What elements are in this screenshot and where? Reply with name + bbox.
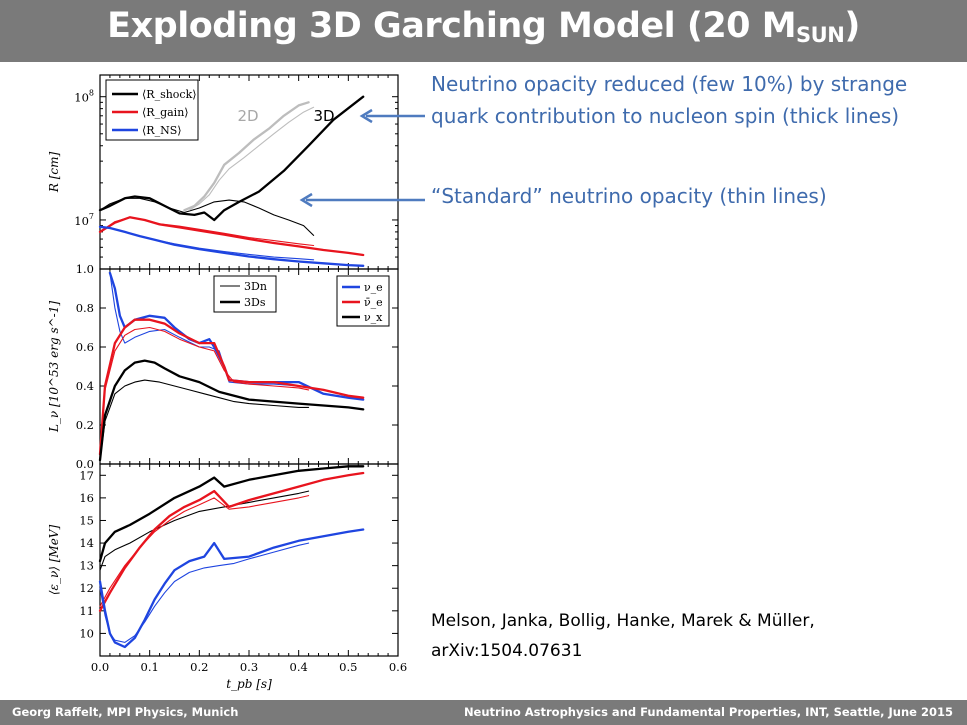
y-tick-label: 15 xyxy=(79,513,94,527)
x-tick-label: 0.1 xyxy=(141,660,159,674)
series-line-black-thick xyxy=(98,465,365,563)
x-tick-label: 0.0 xyxy=(91,660,109,674)
y-tick-label: 108 xyxy=(74,89,94,105)
legend-label: 3Ds xyxy=(244,296,266,309)
y-tick-label: 14 xyxy=(79,536,94,550)
x-tick-label: 0.5 xyxy=(339,660,357,674)
panel-luminosity: 0.0 0.2 0.4 0.6 0.8 1.0 L_ν [10^53 erg s^-1] 3D… xyxy=(47,262,399,471)
series-line-blue-thin xyxy=(99,542,310,643)
panel-mean_energy: 10 11 12 13 14 15 16 17 0.0 0.1 0.2 0.3 0.4 0.5 0.6 ⟨ε_… xyxy=(47,463,407,691)
y-tick-label: 0.8 xyxy=(76,301,94,315)
legend-label: ν̄_e xyxy=(364,296,383,309)
title-close: ) xyxy=(844,6,860,46)
label-3d: 3D xyxy=(313,107,334,125)
y-tick-label: 0.0 xyxy=(76,457,94,471)
series-line-black-thick xyxy=(98,359,365,462)
legend-label: ν_x xyxy=(364,311,383,324)
y-tick-label: 13 xyxy=(79,559,94,573)
series-line-blue-thin xyxy=(109,272,310,389)
series-line-black-thin xyxy=(99,379,310,461)
series-line-gray-thin xyxy=(188,106,315,211)
legend-flavors: ν_e ν̄_e ν_x xyxy=(336,275,390,327)
legend-radii: ⟨R_shock⟩ ⟨R_gain⟩ ⟨R_NS⟩ xyxy=(105,79,199,141)
x-tick-label: 0.6 xyxy=(389,660,407,674)
x-tick-label: 0.2 xyxy=(190,660,208,674)
panel-frame xyxy=(99,463,399,657)
x-tick-label: 0.3 xyxy=(240,660,258,674)
y-axis-label: ⟨ε_ν⟩ [MeV] xyxy=(47,525,61,596)
y-tick-label: 1.0 xyxy=(76,262,94,276)
series-line-black-thin xyxy=(99,197,315,236)
panel-radii: 107 108 R [cm] ⟨R_shock⟩ ⟨R_gain⟩ ⟨R_NS⟩ 2D 3D xyxy=(47,74,399,270)
legend-label: ⟨R_shock⟩ xyxy=(142,88,197,101)
y-axis-label: R [cm] xyxy=(47,152,61,194)
series-line-red-thin xyxy=(99,326,310,455)
title-bar xyxy=(0,0,967,62)
series-line-red-thick xyxy=(98,471,365,612)
annotation-thick-lines: Neutrino opacity reduced (few 10%) by st… xyxy=(431,72,908,128)
citation-line-2: arXiv:1504.07631 xyxy=(431,641,583,661)
y-tick-label: 17 xyxy=(79,468,94,482)
series-line-blue-thin xyxy=(99,226,315,261)
y-tick-label: 16 xyxy=(79,491,94,505)
x-tick-label: 0.4 xyxy=(290,660,308,674)
series-line-red-thin xyxy=(99,216,315,247)
y-tick-label: 107 xyxy=(74,212,94,228)
footer-event: Neutrino Astrophysics and Fundamental Pr… xyxy=(463,705,953,719)
citation-line-1: Melson, Janka, Bollig, Hanke, Marek & Mü… xyxy=(431,611,815,631)
y-tick-label: 0.6 xyxy=(76,340,94,354)
legend-label: ⟨R_gain⟩ xyxy=(142,106,189,119)
annotation-thin-lines: “Standard” neutrino opacity (thin lines) xyxy=(431,184,827,208)
series-line-blue-thick xyxy=(98,528,365,649)
y-tick-label: 11 xyxy=(79,604,94,618)
series-line-red-thin xyxy=(99,495,310,607)
garching-model-chart: 107 108 R [cm] ⟨R_shock⟩ ⟨R_gain⟩ ⟨R_NS⟩ 2D 3D 0… xyxy=(47,74,407,691)
legend-label: ν_e xyxy=(364,281,383,294)
legend-label: ⟨R_NS⟩ xyxy=(142,124,182,137)
series-line-black-thick xyxy=(98,95,365,222)
y-tick-label: 0.2 xyxy=(76,418,94,432)
title-subscript: SUN xyxy=(796,23,845,47)
y-axis-label: L_ν [10^53 erg s^-1] xyxy=(47,301,61,433)
footer-bar xyxy=(0,700,967,725)
x-axis-label: t_pb [s] xyxy=(226,677,272,691)
y-tick-label: 10 xyxy=(79,626,94,640)
series-line-blue-thick xyxy=(98,225,365,267)
series-line-gray-thick xyxy=(183,101,310,212)
series-line-red-thick xyxy=(98,318,365,456)
y-tick-label: 12 xyxy=(79,581,94,595)
title-main: Exploding 3D Garching Model (20 M xyxy=(107,6,797,46)
y-tick-label: 0.4 xyxy=(76,379,94,393)
slide-title: Exploding 3D Garching Model (20 MSUN) xyxy=(0,6,967,47)
footer-author: Georg Raffelt, MPI Physics, Munich xyxy=(12,705,239,719)
series-line-black-thin xyxy=(99,490,310,571)
citation: Melson, Janka, Bollig, Hanke, Marek & Mü… xyxy=(431,606,951,666)
legend-label: 3Dn xyxy=(244,280,267,293)
legend-box xyxy=(213,275,277,313)
label-2d: 2D xyxy=(237,107,258,125)
